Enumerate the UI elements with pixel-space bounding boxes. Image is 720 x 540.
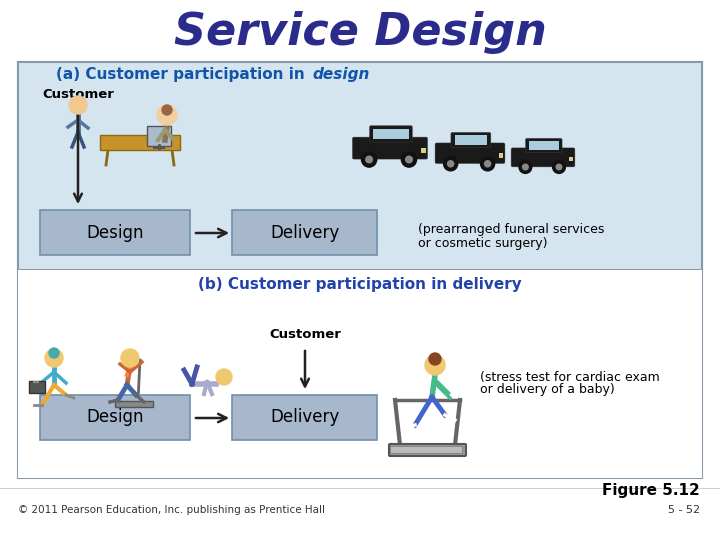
FancyBboxPatch shape (390, 446, 462, 453)
Circle shape (523, 164, 528, 170)
FancyBboxPatch shape (18, 62, 702, 270)
Text: Customer: Customer (42, 89, 114, 102)
Text: 5 - 52: 5 - 52 (668, 505, 700, 515)
Circle shape (402, 152, 417, 167)
Circle shape (405, 156, 413, 163)
FancyBboxPatch shape (526, 138, 562, 152)
FancyBboxPatch shape (435, 143, 505, 164)
Circle shape (216, 369, 232, 385)
FancyBboxPatch shape (232, 395, 377, 440)
FancyBboxPatch shape (147, 126, 171, 146)
FancyBboxPatch shape (389, 444, 466, 456)
Circle shape (485, 161, 491, 167)
FancyBboxPatch shape (511, 148, 575, 167)
Circle shape (519, 160, 532, 173)
Circle shape (366, 156, 372, 163)
Text: (a) Customer participation in: (a) Customer participation in (56, 68, 310, 83)
FancyBboxPatch shape (529, 141, 544, 150)
Text: (b) Customer participation in delivery: (b) Customer participation in delivery (198, 276, 522, 292)
Text: Delivery: Delivery (270, 224, 339, 241)
Text: (prearranged funeral services: (prearranged funeral services (418, 224, 604, 237)
Text: Figure 5.12: Figure 5.12 (602, 483, 700, 497)
Circle shape (553, 160, 565, 173)
Text: Customer: Customer (269, 328, 341, 341)
Text: Design: Design (86, 224, 144, 241)
Circle shape (361, 152, 377, 167)
FancyBboxPatch shape (352, 137, 428, 159)
Circle shape (45, 349, 63, 367)
Text: Design: Design (86, 408, 144, 427)
Text: (stress test for cardiac exam: (stress test for cardiac exam (480, 370, 660, 383)
Text: © 2011 Pearson Education, Inc. publishing as Prentice Hall: © 2011 Pearson Education, Inc. publishin… (18, 505, 325, 515)
FancyBboxPatch shape (18, 62, 702, 478)
Text: or cosmetic surgery): or cosmetic surgery) (418, 238, 547, 251)
FancyBboxPatch shape (374, 129, 390, 139)
Text: Delivery: Delivery (270, 408, 339, 427)
FancyBboxPatch shape (115, 401, 153, 407)
Circle shape (444, 157, 458, 171)
FancyBboxPatch shape (100, 135, 180, 150)
FancyBboxPatch shape (40, 395, 190, 440)
Circle shape (429, 353, 441, 365)
Text: Service Design: Service Design (174, 10, 546, 53)
FancyBboxPatch shape (232, 210, 377, 255)
FancyBboxPatch shape (544, 141, 559, 150)
Circle shape (121, 349, 139, 367)
Circle shape (157, 105, 177, 125)
FancyBboxPatch shape (472, 135, 487, 145)
FancyBboxPatch shape (18, 270, 702, 478)
FancyBboxPatch shape (451, 132, 491, 148)
FancyBboxPatch shape (29, 381, 45, 393)
FancyBboxPatch shape (421, 148, 426, 153)
Circle shape (49, 348, 59, 358)
Text: or delivery of a baby): or delivery of a baby) (480, 383, 615, 396)
Circle shape (557, 164, 562, 170)
Circle shape (162, 105, 172, 115)
FancyBboxPatch shape (369, 126, 413, 142)
FancyBboxPatch shape (499, 153, 503, 158)
Circle shape (480, 157, 495, 171)
FancyBboxPatch shape (392, 129, 408, 139)
Text: design: design (312, 68, 369, 83)
Circle shape (425, 355, 445, 375)
FancyBboxPatch shape (40, 210, 190, 255)
Circle shape (448, 161, 454, 167)
FancyBboxPatch shape (454, 135, 470, 145)
Circle shape (69, 96, 87, 114)
FancyBboxPatch shape (570, 157, 573, 161)
